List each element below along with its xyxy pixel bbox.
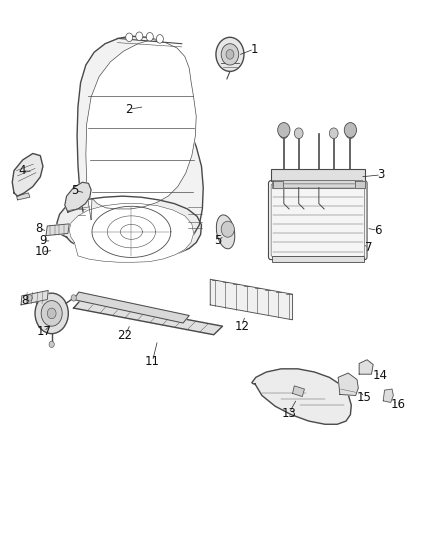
- Text: 7: 7: [365, 241, 373, 254]
- Text: 16: 16: [390, 398, 405, 410]
- Polygon shape: [355, 181, 365, 188]
- Polygon shape: [338, 373, 358, 395]
- Polygon shape: [77, 36, 203, 245]
- Text: 8: 8: [35, 222, 42, 235]
- Polygon shape: [273, 181, 283, 188]
- Text: 12: 12: [234, 320, 249, 333]
- Circle shape: [279, 128, 288, 139]
- Circle shape: [136, 32, 143, 41]
- Polygon shape: [86, 39, 196, 220]
- Circle shape: [216, 37, 244, 71]
- Polygon shape: [383, 389, 393, 402]
- Polygon shape: [359, 360, 373, 374]
- Circle shape: [126, 33, 133, 42]
- Bar: [271, 169, 365, 181]
- Text: 8: 8: [22, 294, 29, 307]
- Polygon shape: [74, 292, 189, 323]
- Circle shape: [146, 33, 153, 41]
- Text: 11: 11: [145, 355, 160, 368]
- Bar: [272, 180, 362, 188]
- Circle shape: [35, 293, 68, 334]
- Circle shape: [329, 128, 338, 139]
- Polygon shape: [65, 182, 91, 212]
- Text: 6: 6: [374, 224, 381, 237]
- Circle shape: [344, 123, 357, 138]
- Circle shape: [294, 128, 303, 139]
- Ellipse shape: [216, 215, 235, 249]
- Polygon shape: [74, 300, 223, 335]
- Circle shape: [27, 295, 32, 301]
- Polygon shape: [252, 369, 351, 424]
- Text: 1: 1: [250, 43, 258, 55]
- Text: 14: 14: [373, 369, 388, 382]
- Polygon shape: [293, 386, 304, 397]
- Text: 13: 13: [282, 407, 297, 419]
- Circle shape: [346, 128, 355, 139]
- Circle shape: [71, 295, 76, 301]
- Circle shape: [278, 123, 290, 138]
- Polygon shape: [17, 193, 30, 200]
- Text: 22: 22: [117, 329, 132, 342]
- Text: 9: 9: [39, 235, 47, 247]
- Text: 15: 15: [357, 391, 372, 403]
- Circle shape: [221, 221, 234, 237]
- Circle shape: [49, 341, 54, 348]
- Text: 2: 2: [125, 103, 133, 116]
- Circle shape: [41, 301, 62, 326]
- Polygon shape: [46, 224, 69, 236]
- FancyBboxPatch shape: [268, 181, 367, 260]
- Polygon shape: [12, 154, 43, 196]
- Polygon shape: [57, 196, 201, 257]
- Text: 5: 5: [215, 235, 222, 247]
- Text: 4: 4: [18, 164, 26, 177]
- Text: 5: 5: [71, 184, 78, 197]
- Circle shape: [226, 50, 234, 59]
- Text: 3: 3: [378, 168, 385, 181]
- Text: 10: 10: [34, 245, 49, 258]
- Circle shape: [221, 44, 239, 65]
- Polygon shape: [69, 204, 194, 262]
- Circle shape: [47, 308, 56, 319]
- Polygon shape: [210, 279, 293, 320]
- Polygon shape: [21, 290, 48, 305]
- Text: 17: 17: [36, 325, 51, 338]
- Circle shape: [156, 35, 163, 43]
- Bar: [272, 256, 364, 262]
